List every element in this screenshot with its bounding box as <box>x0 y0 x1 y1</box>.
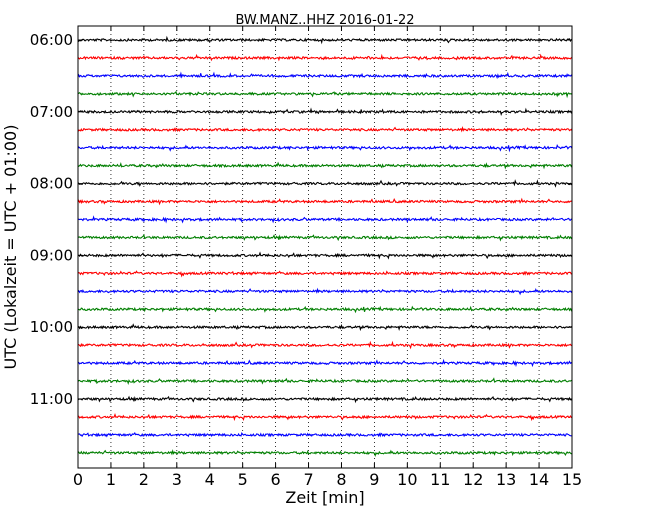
axes-ticks: 0 1 2 3 4 5 6 7 8 9 10 11 12 13 14 1506:0007:0008:0009:… <box>30 26 582 489</box>
trace-0930 <box>77 287 573 296</box>
trace-1030 <box>77 358 573 368</box>
trace-0845 <box>77 233 573 242</box>
trace-1015 <box>77 340 573 350</box>
x-tick-label: 13 <box>496 470 516 489</box>
trace-0945 <box>77 305 573 314</box>
y-tick-label: 11:00 <box>30 390 73 408</box>
x-axis-label: Zeit [min] <box>285 488 364 507</box>
seismogram-traces <box>77 35 573 457</box>
trace-1000 <box>77 323 573 332</box>
trace-0745 <box>77 161 573 170</box>
trace-1045 <box>77 377 573 385</box>
trace-1130 <box>77 431 573 438</box>
trace-0645 <box>77 90 573 99</box>
x-tick-label: 12 <box>463 470 483 489</box>
chart-title: BW.MANZ..HHZ 2016-01-22 <box>235 13 414 28</box>
trace-1145 <box>77 449 573 457</box>
x-tick-label: 8 <box>336 470 346 489</box>
trace-0915 <box>77 270 573 278</box>
x-tick-label: 6 <box>271 470 281 489</box>
x-tick-label: 10 <box>397 470 417 489</box>
x-tick-label: 0 <box>73 470 83 489</box>
y-tick-label: 09:00 <box>30 246 73 264</box>
trace-0630 <box>77 71 573 80</box>
x-tick-label: 9 <box>369 470 379 489</box>
trace-0615 <box>77 53 573 62</box>
trace-0715 <box>77 125 573 133</box>
trace-0600 <box>77 35 573 45</box>
x-tick-label: 5 <box>238 470 248 489</box>
x-tick-label: 1 <box>106 470 116 489</box>
trace-0815 <box>77 197 573 206</box>
x-tick-label: 3 <box>172 470 182 489</box>
trace-0730 <box>77 143 573 153</box>
y-tick-label: 10:00 <box>30 318 73 336</box>
trace-1115 <box>77 412 573 422</box>
trace-1100 <box>77 395 573 404</box>
trace-0900 <box>77 251 573 260</box>
x-tick-label: 2 <box>139 470 149 489</box>
x-tick-label: 11 <box>430 470 450 489</box>
trace-0800 <box>77 179 572 188</box>
x-tick-label: 7 <box>303 470 313 489</box>
x-tick-label: 4 <box>205 470 215 489</box>
y-tick-label: 06:00 <box>30 31 73 49</box>
grid-lines <box>110 26 540 468</box>
trace-0700 <box>77 107 573 116</box>
y-tick-label: 07:00 <box>30 103 73 121</box>
y-axis-label: UTC (Lokalzeit = UTC + 01:00) <box>1 125 20 370</box>
x-tick-label: 14 <box>529 470 549 489</box>
y-tick-label: 08:00 <box>30 175 73 193</box>
plot-frame <box>77 25 573 469</box>
x-tick-label: 15 <box>562 470 582 489</box>
trace-0830 <box>77 215 573 224</box>
